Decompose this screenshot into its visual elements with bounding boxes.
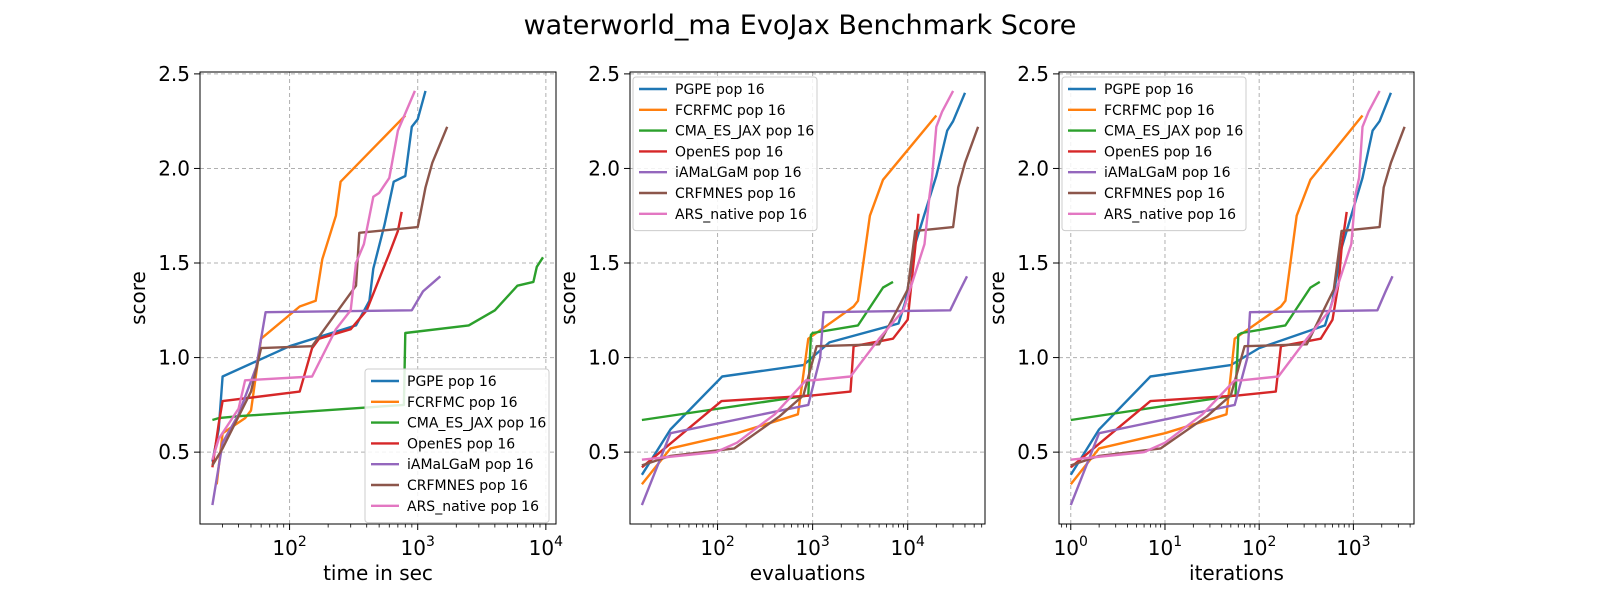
chart-title: waterworld_ma EvoJax Benchmark Score [524, 10, 1077, 41]
legend-label: iAMaLGaM pop 16 [407, 457, 534, 473]
y-tick-label: 1.0 [158, 346, 190, 370]
subplot-evaluations: 102 103 104 0.5 1.0 1.5 2.0 2.5 evaluations score… [556, 62, 986, 585]
legend: PGPE pop 16 FCRFMC pop 16 CMA_ES_JAX pop 1… [1061, 76, 1247, 232]
series-line-ars-native [1070, 90, 1381, 461]
series-line-crfmnes [641, 126, 980, 467]
legend-label: OpenES pop 16 [675, 144, 783, 160]
y-tick-label: 2.0 [588, 156, 620, 180]
series-line-fcrfmc [640, 114, 938, 486]
series-line-ars-native [211, 90, 417, 461]
legend-label: FCRFMC pop 16 [407, 395, 518, 411]
y-tick-label: 0.5 [158, 440, 190, 464]
x-tick-label: 100 [1054, 534, 1088, 560]
series-line-pgpe [211, 90, 427, 462]
y-tick-label: 2.5 [1017, 62, 1049, 86]
series-line-iamalgam [211, 275, 442, 506]
y-tick-label: 0.5 [1017, 440, 1049, 464]
legend-label: FCRFMC pop 16 [675, 103, 786, 119]
series-line-crfmnes [1070, 126, 1406, 467]
legend-box [632, 76, 818, 232]
x-tick-label: 104 [529, 534, 563, 560]
series-line-iamalgam [1069, 275, 1394, 506]
legend-label: OpenES pop 16 [407, 436, 515, 452]
y-tick-label: 2.0 [158, 156, 190, 180]
legend-label: OpenES pop 16 [1104, 144, 1212, 160]
plot-frame [629, 71, 986, 525]
y-tick-label: 2.5 [588, 62, 620, 86]
y-tick-label: 0.5 [588, 440, 620, 464]
legend-label: CRFMNES pop 16 [675, 186, 796, 202]
y-tick-label: 1.5 [588, 251, 620, 275]
x-tick-label: 104 [891, 534, 925, 560]
legend-label: ARS_native pop 16 [1104, 207, 1236, 223]
x-axis-label: time in sec [323, 561, 433, 585]
y-tick-label: 1.5 [1017, 251, 1049, 275]
y-axis-label: score [556, 271, 580, 325]
x-axis-label: evaluations [750, 561, 866, 585]
legend: PGPE pop 16 FCRFMC pop 16 CMA_ES_JAX pop 1… [632, 76, 818, 232]
legend: PGPE pop 16 FCRFMC pop 16 CMA_ES_JAX pop 1… [364, 368, 550, 524]
series-line-openes [1070, 211, 1348, 469]
plot-frame [199, 71, 557, 525]
series-line-openes [211, 211, 403, 468]
series-line-fcrfmc [1069, 114, 1364, 486]
x-tick-label: 102 [272, 534, 306, 560]
series-line-fcrfmc [215, 114, 407, 485]
x-tick-label: 103 [1336, 534, 1370, 560]
y-axis-label: score [126, 271, 150, 325]
series-line-openes [641, 213, 920, 469]
legend-label: iAMaLGaM pop 16 [675, 165, 802, 181]
legend-label: FCRFMC pop 16 [1104, 103, 1215, 119]
y-tick-label: 2.5 [158, 62, 190, 86]
subplot-time: 102 103 104 0.5 1.0 1.5 2.0 2.5 time in sec score… [126, 62, 563, 585]
x-tick-label: 103 [795, 534, 829, 560]
x-axis-label: iterations [1189, 561, 1284, 585]
legend-label: ARS_native pop 16 [407, 499, 539, 515]
legend-label: CRFMNES pop 16 [407, 478, 528, 494]
legend-label: iAMaLGaM pop 16 [1104, 165, 1231, 181]
legend-label: CRFMNES pop 16 [1104, 186, 1225, 202]
legend-label: PGPE pop 16 [1104, 82, 1194, 98]
legend-box [1061, 76, 1247, 232]
x-tick-label: 102 [1242, 534, 1276, 560]
series-line-ars-native [641, 90, 955, 461]
x-tick-label: 101 [1148, 534, 1182, 560]
legend-label: CMA_ES_JAX pop 16 [675, 124, 814, 140]
y-tick-label: 1.5 [158, 251, 190, 275]
y-tick-label: 2.0 [1017, 156, 1049, 180]
y-tick-label: 1.0 [1017, 346, 1049, 370]
legend-box [364, 368, 550, 524]
legend-label: CMA_ES_JAX pop 16 [1104, 124, 1243, 140]
y-axis-label: score [985, 271, 1009, 325]
subplot-iterations: 100 101 102 103 0.5 1.0 1.5 2.0 2.5 iterations sco… [985, 62, 1415, 585]
x-tick-label: 102 [700, 534, 734, 560]
plot-frame [1058, 71, 1415, 525]
x-tick-label: 103 [401, 534, 435, 560]
legend-label: ARS_native pop 16 [675, 207, 807, 223]
legend-label: PGPE pop 16 [407, 374, 497, 390]
y-tick-label: 1.0 [588, 346, 620, 370]
series-line-iamalgam [640, 275, 969, 506]
legend-label: CMA_ES_JAX pop 16 [407, 416, 546, 432]
legend-label: PGPE pop 16 [675, 82, 765, 98]
